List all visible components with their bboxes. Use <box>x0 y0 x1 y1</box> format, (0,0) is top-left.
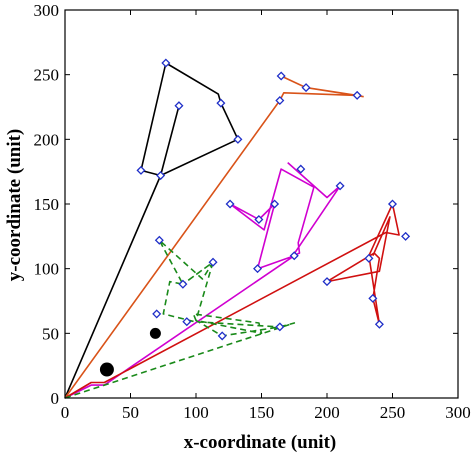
diamond-marker-s5-4 <box>182 317 192 327</box>
diamond-marker-s4-3 <box>368 293 378 303</box>
y-tick-label-150: 150 <box>34 195 60 214</box>
plot-background <box>65 10 458 398</box>
diamond-marker-s5-3 <box>178 279 188 289</box>
diamond-marker-s4-5 <box>387 199 398 209</box>
x-axis-label: x-coordinate (unit) <box>184 432 337 453</box>
diamond-marker-s4-6 <box>401 231 411 241</box>
diamond-marker-s2-2 <box>276 71 286 81</box>
series-line-1 <box>64 62 239 399</box>
black-point-1 <box>99 362 114 377</box>
diamond-marker-s2-4 <box>352 90 362 100</box>
y-tick-label-200: 200 <box>34 130 60 149</box>
diamond-marker-s3-3 <box>254 215 264 225</box>
diamond-marker-s1-4 <box>174 101 184 111</box>
diamond-marker-s5-7 <box>275 322 285 332</box>
diamond-marker-s3-4 <box>270 199 280 209</box>
diamond-marker-s3-2 <box>253 264 263 274</box>
diamond-marker-s4-1 <box>322 277 332 287</box>
axes-layer: 0 50 100 150 200 250 300 0 50 100 150 200 250 300 <box>34 1 471 422</box>
black-point-2 <box>149 327 161 339</box>
y-tick-label-0: 0 <box>51 389 60 408</box>
diamond-marker-s4-2 <box>364 253 374 263</box>
x-tick-label-0: 0 <box>61 403 70 422</box>
diamond-marker-s3-7 <box>335 181 345 191</box>
marker-layer <box>99 58 411 377</box>
x-tick-label-250: 250 <box>380 403 406 422</box>
diamond-marker-s5-2 <box>154 235 164 245</box>
diamond-marker-s3-1 <box>225 199 235 209</box>
plot-area <box>65 10 458 398</box>
diamond-marker-s1-5 <box>216 98 226 108</box>
diamond-marker-s1-3 <box>161 58 171 68</box>
diamond-marker-s5-1 <box>152 309 162 319</box>
x-tick-label-50: 50 <box>122 403 139 422</box>
y-axis-label: y-coordinate (unit) <box>4 129 25 282</box>
y-tick-label-100: 100 <box>34 260 60 279</box>
diamond-marker-s2-1 <box>275 96 285 106</box>
diamond-marker-s1-1 <box>136 165 146 175</box>
diamond-marker-s3-5 <box>289 251 299 261</box>
diamond-marker-s5-6 <box>217 331 227 341</box>
y-tick-label-300: 300 <box>34 1 60 20</box>
diamond-marker-s4-4 <box>374 319 384 329</box>
diamond-marker-s5-5 <box>208 257 218 267</box>
x-tick-label-200: 200 <box>314 403 340 422</box>
series-line-3 <box>64 162 341 399</box>
x-tick-label-300: 300 <box>445 403 471 422</box>
y-tick-label-250: 250 <box>34 66 60 85</box>
diamond-marker-s2-3 <box>301 83 311 93</box>
diamond-marker-s3-6 <box>296 164 306 174</box>
x-tick-label-150: 150 <box>249 403 275 422</box>
diamond-marker-s1-6 <box>233 134 243 144</box>
x-tick-label-100: 100 <box>183 403 209 422</box>
diamond-marker-s1-2 <box>156 171 166 181</box>
y-tick-label-50: 50 <box>42 324 59 343</box>
